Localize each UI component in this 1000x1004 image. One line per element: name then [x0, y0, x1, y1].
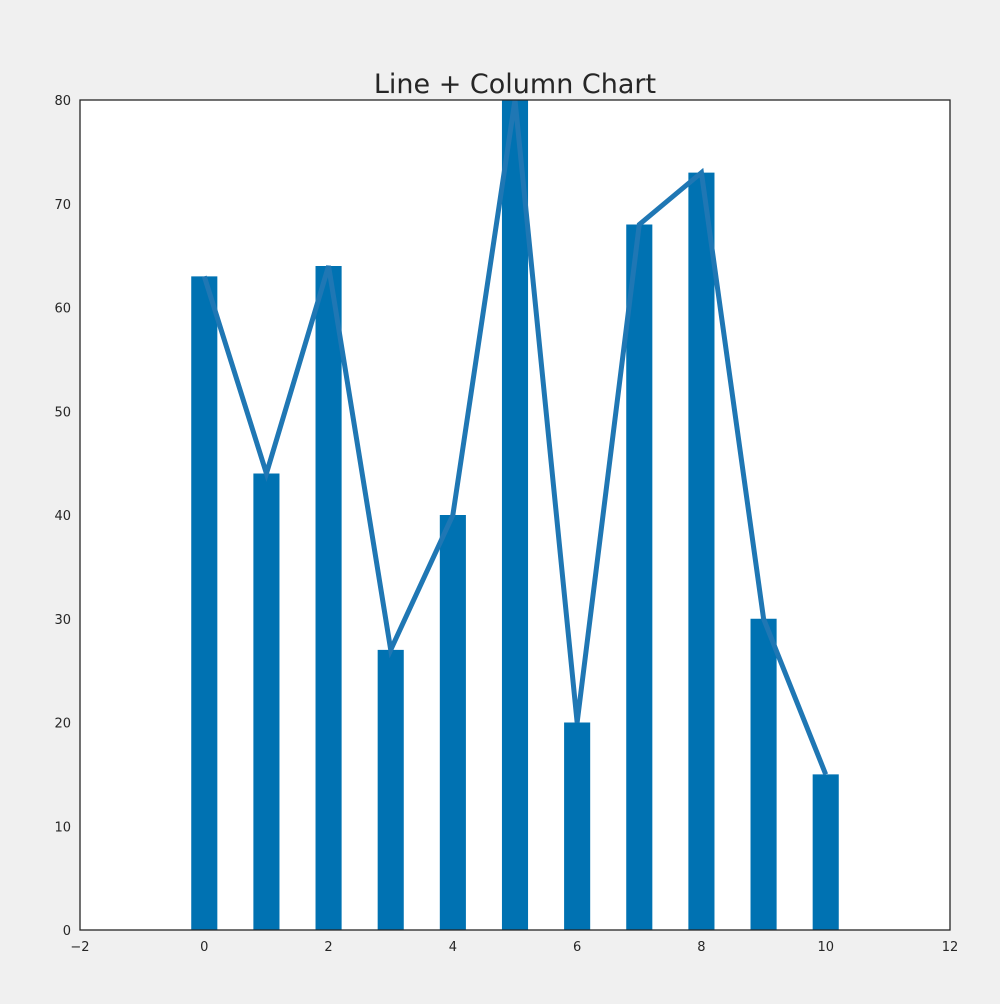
x-tick-label: 6: [573, 940, 581, 955]
x-axis: −2 0 2 4 6 8 10 12: [70, 940, 958, 955]
bar: [253, 473, 280, 930]
bar: [750, 618, 777, 930]
bar: [191, 276, 218, 930]
y-tick-label: 70: [54, 198, 71, 213]
bar: [688, 172, 715, 930]
bar: [377, 649, 404, 930]
x-tick-label: 8: [697, 940, 705, 955]
y-tick-label: 50: [54, 405, 71, 420]
x-tick-label: 10: [817, 940, 834, 955]
y-tick-label: 40: [54, 509, 71, 524]
chart-title: Line + Column Chart: [374, 69, 656, 100]
y-tick-label: 0: [63, 924, 71, 939]
y-tick-label: 60: [54, 302, 71, 317]
y-tick-label: 80: [54, 94, 71, 109]
plot-frame: [79, 99, 951, 931]
y-tick-label: 10: [54, 820, 71, 835]
bar: [812, 774, 839, 930]
bar: [564, 722, 591, 930]
x-tick-label: 2: [324, 940, 332, 955]
y-tick-label: 30: [54, 613, 71, 628]
x-tick-label: −2: [70, 940, 89, 955]
y-tick-label: 20: [54, 717, 71, 732]
x-tick-label: 4: [449, 940, 457, 955]
bar: [501, 100, 529, 930]
x-tick-label: 12: [942, 940, 959, 955]
bar: [315, 266, 342, 930]
y-axis: 0 10 20 30 40 50 60 70 80: [54, 94, 71, 939]
x-tick-label: 0: [200, 940, 208, 955]
bar: [626, 224, 653, 930]
bars-layer: [191, 100, 839, 930]
bar: [439, 515, 466, 930]
